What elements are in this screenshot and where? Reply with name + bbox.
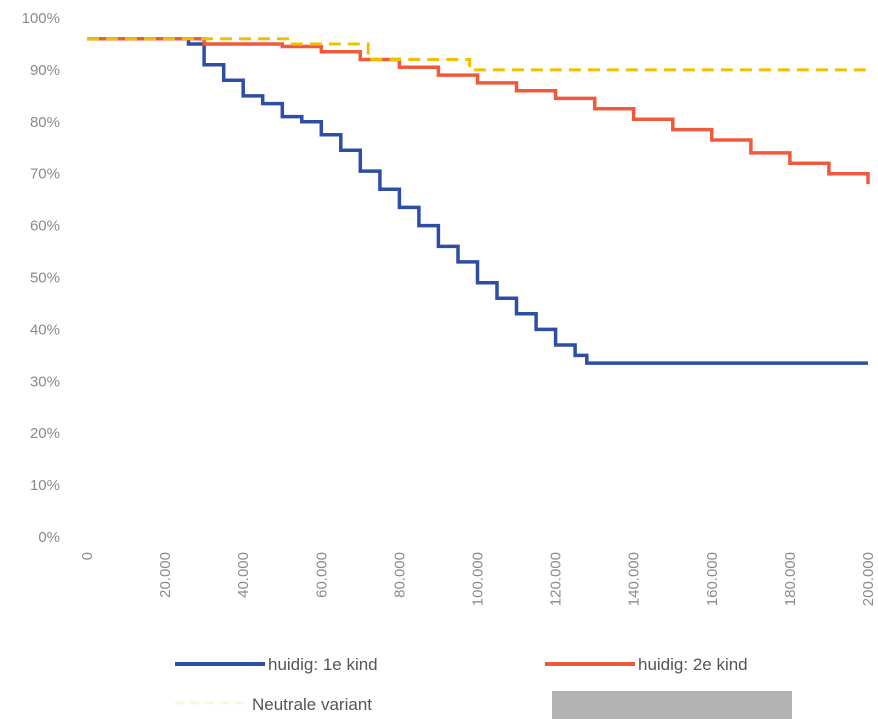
x-tick-label: 100.000 bbox=[470, 552, 487, 606]
y-tick-label: 90% bbox=[30, 62, 60, 79]
y-tick-label: 80% bbox=[30, 114, 60, 131]
x-tick-label: 80.000 bbox=[391, 552, 408, 598]
y-tick-label: 30% bbox=[30, 373, 60, 390]
y-axis: 0% 10% 20% 30% 40% 50% 60% 70% 80% 90% 100% bbox=[22, 10, 60, 546]
x-axis: 0 20.000 40.000 60.000 80.000 100.000 120.000 1… bbox=[79, 552, 877, 606]
legend-label-neutrale-variant: Neutrale variant bbox=[252, 695, 372, 714]
y-tick-label: 10% bbox=[30, 477, 60, 494]
legend: huidig: 1e kind huidig: 2e kind Neutrale… bbox=[175, 655, 792, 719]
y-tick-label: 100% bbox=[22, 10, 60, 27]
y-tick-label: 20% bbox=[30, 425, 60, 442]
legend-label-huidig-1e-kind: huidig: 1e kind bbox=[268, 655, 378, 674]
series-line-huidig-1e-kind bbox=[87, 37, 868, 365]
legend-label-huidig-2e-kind: huidig: 2e kind bbox=[638, 655, 748, 674]
legend-swatch-gray-block bbox=[552, 691, 792, 719]
plot-area bbox=[87, 37, 870, 365]
y-tick-label: 60% bbox=[30, 218, 60, 235]
x-tick-label: 200.000 bbox=[860, 552, 877, 606]
x-tick-label: 60.000 bbox=[313, 552, 330, 598]
x-tick-label: 20.000 bbox=[157, 552, 174, 598]
y-tick-label: 0% bbox=[38, 529, 60, 546]
x-tick-label: 180.000 bbox=[782, 552, 799, 606]
y-tick-label: 70% bbox=[30, 166, 60, 183]
y-tick-label: 50% bbox=[30, 270, 60, 287]
x-tick-label: 0 bbox=[79, 552, 96, 560]
series-line-neutrale-variant bbox=[87, 37, 868, 72]
x-tick-label: 140.000 bbox=[626, 552, 643, 606]
x-tick-label: 120.000 bbox=[548, 552, 565, 606]
y-tick-label: 40% bbox=[30, 321, 60, 338]
series-line-huidig-2e-kind bbox=[87, 37, 870, 185]
x-tick-label: 40.000 bbox=[235, 552, 252, 598]
x-tick-label: 160.000 bbox=[704, 552, 721, 606]
